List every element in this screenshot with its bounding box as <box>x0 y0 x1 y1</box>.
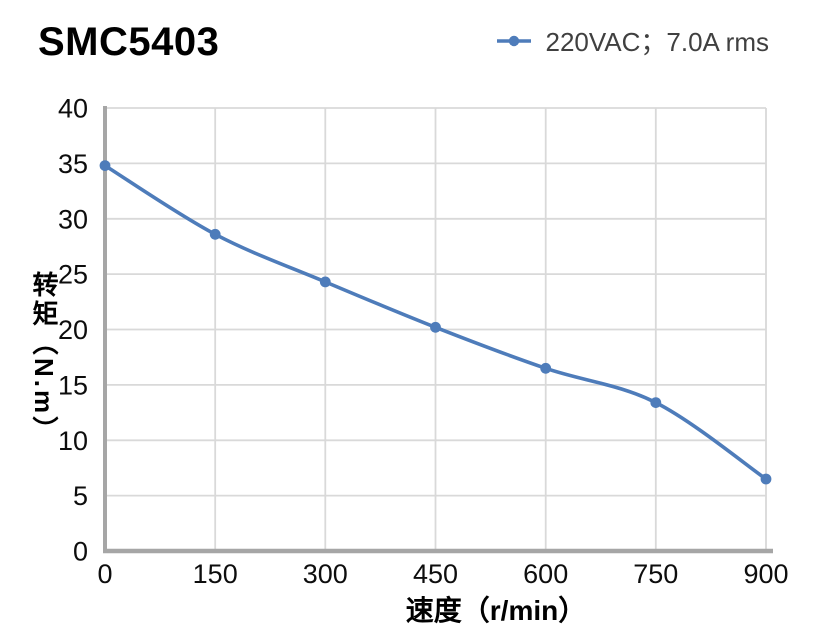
y-tick-label: 5 <box>73 481 88 511</box>
x-tick-label: 150 <box>193 559 238 589</box>
y-tick-label: 20 <box>58 315 88 345</box>
data-point-marker <box>209 228 221 240</box>
data-point-marker <box>650 397 662 408</box>
legend-label: 220VAC；7.0A rms <box>545 27 769 57</box>
x-tick-label: 0 <box>97 559 112 589</box>
y-tick-label: 40 <box>58 94 88 124</box>
y-tick-label: 15 <box>58 370 88 400</box>
y-axis-title: 转矩（N.m） <box>29 270 59 446</box>
y-tick-label: 35 <box>58 149 88 179</box>
data-point-marker <box>760 473 772 485</box>
legend-line-marker-icon <box>497 35 532 46</box>
x-tick-label: 900 <box>743 559 788 589</box>
y-tick-label: 30 <box>58 204 88 234</box>
x-tick-label: 450 <box>413 559 458 589</box>
chart-title: SMC5403 <box>38 20 220 64</box>
x-tick-label: 600 <box>523 559 568 589</box>
y-tick-label: 25 <box>58 260 88 290</box>
x-tick-label: 300 <box>303 559 348 589</box>
legend-circle-marker <box>509 35 520 46</box>
data-point-marker <box>540 362 552 374</box>
data-point-marker <box>430 321 441 333</box>
x-axis-title: 速度（r/min） <box>405 595 587 626</box>
y-tick-label: 0 <box>73 537 88 567</box>
y-tick-label: 10 <box>58 426 88 456</box>
data-point-marker <box>319 276 331 288</box>
legend: 220VAC；7.0A rms <box>496 22 769 59</box>
x-tick-label: 750 <box>633 559 678 589</box>
data-point-marker <box>99 160 111 172</box>
